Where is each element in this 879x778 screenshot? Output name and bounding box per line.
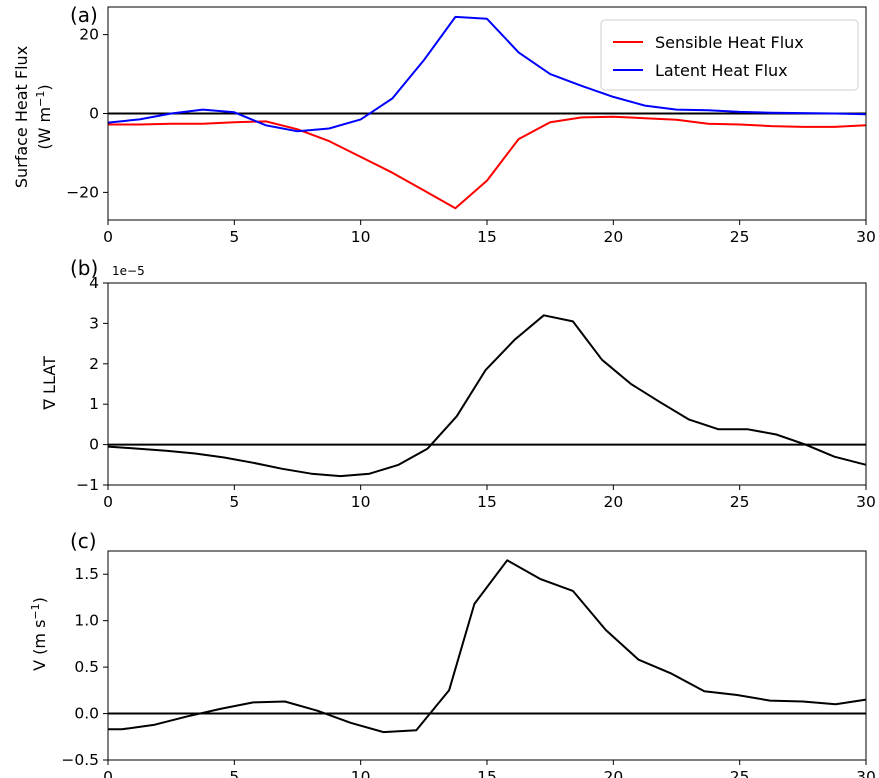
panel-c-xtick-label: 30 [856,768,876,778]
panel-a-xtick-label: 20 [603,228,623,246]
panel-a-ytick-label: 0 [89,105,99,123]
panel-a-legend: Sensible Heat Flux Latent Heat Flux [600,19,859,91]
panel-c-ticks: 0 5 10 15 20 25 30 −0.5 0.0 0.5 1.0 1.5 [61,565,876,778]
panel-a-xtick-label: 5 [229,228,239,246]
panel-c-ytick-label: 0.0 [74,705,99,723]
panel-c-xtick-label: 10 [351,768,371,778]
panel-b-label: (b) [70,256,98,280]
panel-c-xtick-label: 20 [603,768,623,778]
panel-c-plot [108,559,867,734]
panel-c-ytick-label: 1.5 [74,565,99,583]
panel-c-ytick-label: 1.0 [74,612,99,630]
panel-a-ytick-label: −20 [66,183,99,201]
panel-a-ytick-label: 20 [79,26,99,44]
panel-c: (c) V (m s−1) 0 5 10 15 20 25 30 −0.5 0.0 0.5 1.0 1… [29,529,876,778]
legend-latent-label: Latent Heat Flux [655,61,788,80]
panel-a-label: (a) [70,3,98,27]
panel-b-xtick-label: 30 [856,493,876,511]
panel-b-xtick-label: 15 [477,493,497,511]
panel-c-ylabel-close: ) [30,597,49,603]
panel-c-xtick-label: 0 [103,768,113,778]
panel-a-ylabel: Surface Heat Flux [12,46,31,188]
panel-a-xtick-label: 25 [730,228,750,246]
panel-c-ylabel-sup: −1 [29,603,42,619]
panel-b-ytick-label: 1 [89,395,99,413]
panel-b-xtick-label: 20 [603,493,623,511]
panel-b-xtick-label: 10 [351,493,371,511]
panel-a-plot [107,15,867,210]
panel-b-ytick-label: 4 [89,274,99,292]
panel-c-label: (c) [70,529,97,553]
panel-b-ytick-label: 2 [89,355,99,373]
panel-b-frame [107,282,867,486]
panel-c-frame [107,550,867,761]
panel-c-xtick-label: 15 [477,768,497,778]
panel-b-series-0-line [107,314,867,478]
panel-a-ylabel-units-close: ) [35,84,54,90]
panel-a-xtick-label: 0 [103,228,113,246]
panel-a-ylabel-units-sup: −1 [34,91,47,107]
panel-b-ylabel: ∇ LLAT [40,356,59,411]
legend-sensible-label: Sensible Heat Flux [655,33,804,52]
legend-box [600,19,859,91]
panel-a: (a) Surface Heat Flux (W m−1) 0 5 10 15 20 25… [12,3,876,246]
panel-b-offset-text: 1e−5 [112,264,145,278]
panel-c-ytick-label: 0.5 [74,658,99,676]
panel-a-sensible-heat-flux-line [108,115,867,210]
panel-a-ylabel-units-base: (W m [35,107,54,150]
panel-b-ytick-label: 3 [89,314,99,332]
panel-b-xtick-label: 5 [229,493,239,511]
panel-b-xtick-label: 25 [730,493,750,511]
panel-c-ylabel-base: V (m s [30,620,49,671]
panel-b-xtick-label: 0 [103,493,113,511]
panel-a-frame [107,6,867,221]
panel-a-ticks: 0 5 10 15 20 25 30 −20 0 20 [66,26,876,246]
panel-c-xtick-label: 25 [730,768,750,778]
panel-b-ytick-label: −1 [76,476,99,494]
panel-b-ytick-label: 0 [89,436,99,454]
panel-c-xtick-label: 5 [229,768,239,778]
panel-b-plot [107,314,867,478]
panel-a-latent-heat-flux-line [107,15,867,133]
panel-a-xtick-label: 10 [351,228,371,246]
panel-c-ytick-label: −0.5 [61,751,99,769]
panel-a-xtick-label: 15 [477,228,497,246]
panel-a-ylabel-units: (W m−1) [34,84,54,149]
panel-c-series-0-line [108,559,867,734]
panel-c-ylabel: V (m s−1) [29,597,49,671]
panel-a-xtick-label: 30 [856,228,876,246]
